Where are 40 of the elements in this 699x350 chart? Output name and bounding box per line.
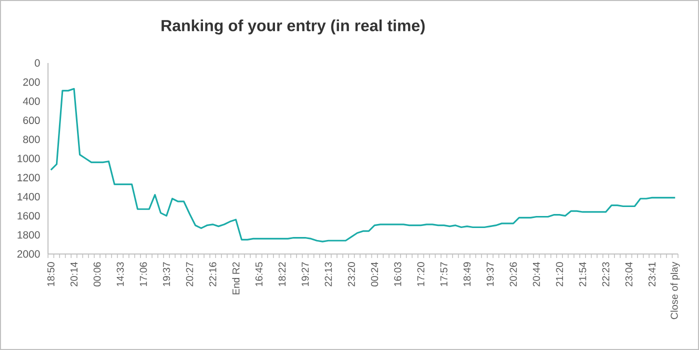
y-tick-label: 1000 (18, 154, 40, 162)
x-tick-label: Close of play (670, 262, 680, 320)
y-tick-label: 1800 (18, 231, 40, 239)
x-tick-label: 21:54 (579, 262, 586, 286)
x-tick-label: 21:20 (556, 262, 564, 286)
x-tick-label: 23:04 (625, 262, 632, 286)
x-tick-label: 22:23 (602, 262, 610, 286)
x-tick-label: 22:13 (324, 262, 332, 286)
x-tick-label: 17:57 (440, 262, 448, 286)
x-tick-label: 18:50 (47, 262, 54, 286)
x-tick-label: 18:49 (464, 262, 471, 286)
y-tick-label: 400 (22, 97, 40, 105)
y-tick-label: 1600 (18, 212, 40, 220)
x-tick-label: 00:24 (371, 262, 378, 286)
x-tick-label: 14:33 (116, 262, 124, 286)
x-tick-label: 22:16 (209, 262, 216, 286)
x-tick-label: 19:37 (162, 262, 170, 286)
chart-title: Ranking of your entry (in real time) (162, 20, 425, 34)
x-tick-label: End R2 (232, 262, 240, 294)
y-tick-label: 600 (23, 116, 40, 124)
y-tick-label: 0 (34, 59, 40, 67)
x-tick-label: 16:03 (394, 262, 402, 286)
x-tick-label: 20:44 (532, 262, 540, 286)
x-tick-label: 17:20 (417, 262, 424, 286)
x-tick-label: 23:41 (648, 262, 656, 286)
x-tick-label: 17:06 (140, 262, 147, 286)
x-tick-label: 19:37 (486, 262, 494, 286)
x-tick-label: 18:22 (278, 262, 286, 286)
y-tick-label: 800 (23, 136, 40, 144)
x-tick-label: 20:14 (70, 262, 78, 286)
y-tick-label: 2000 (17, 250, 40, 258)
x-tick-label: 23:20 (348, 262, 355, 286)
y-tick-label: 200 (23, 78, 40, 86)
x-tick-label: 00:06 (94, 262, 101, 286)
y-tick-label: 1200 (18, 174, 40, 182)
x-tick-label: 20:26 (510, 262, 517, 286)
y-tick-label: 1400 (18, 192, 40, 200)
x-tick-label: 20:27 (186, 262, 194, 286)
x-tick-label: 19:27 (302, 262, 309, 286)
x-tick-label: 16:45 (255, 262, 263, 286)
